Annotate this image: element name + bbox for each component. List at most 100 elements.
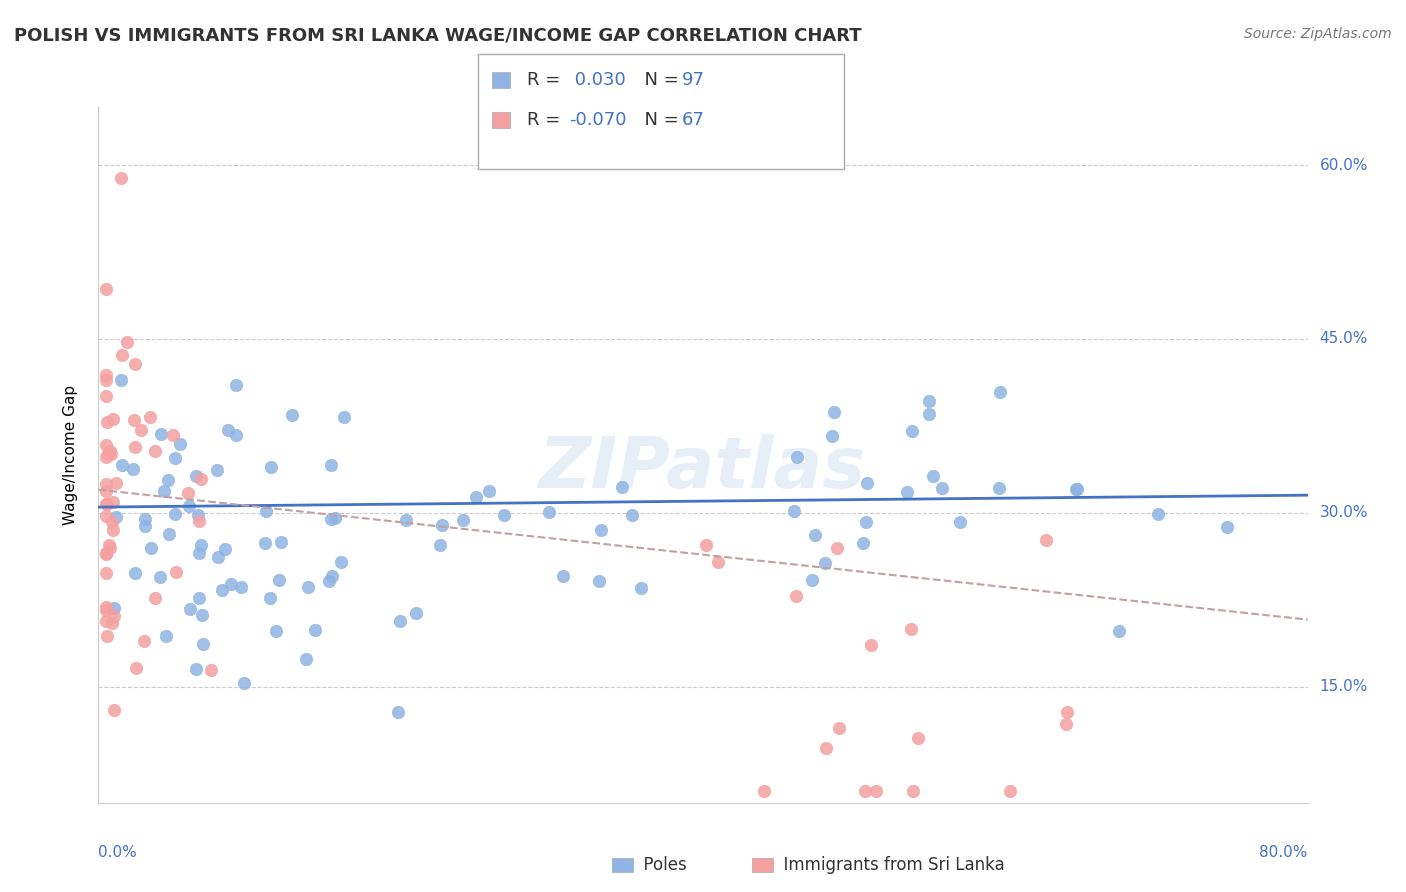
Point: [124, 440, 146, 454]
Point: [231, 580, 253, 594]
Point: [270, 534, 292, 549]
Point: [695, 537, 717, 551]
Point: [217, 423, 239, 437]
Point: [823, 405, 845, 419]
Point: [125, 660, 148, 674]
Point: [148, 569, 170, 583]
Point: [1054, 717, 1077, 731]
Point: [1056, 705, 1078, 719]
Point: [318, 574, 340, 588]
Point: [814, 556, 837, 570]
Point: [330, 555, 353, 569]
Text: POLISH VS IMMIGRANTS FROM SRI LANKA WAGE/INCOME GAP CORRELATION CHART: POLISH VS IMMIGRANTS FROM SRI LANKA WAGE…: [14, 27, 862, 45]
Text: Poles: Poles: [633, 856, 686, 874]
Point: [122, 413, 145, 427]
Point: [124, 357, 146, 371]
Point: [97, 447, 120, 461]
Point: [110, 373, 132, 387]
Text: -0.070: -0.070: [569, 112, 627, 129]
Point: [907, 731, 929, 745]
Point: [1035, 533, 1057, 547]
Point: [94, 547, 117, 561]
Point: [94, 476, 117, 491]
Point: [429, 538, 451, 552]
Point: [105, 475, 128, 490]
Point: [100, 615, 122, 630]
Point: [94, 602, 117, 616]
Point: [537, 505, 560, 519]
Text: 0.0%: 0.0%: [98, 845, 138, 860]
Point: [931, 482, 953, 496]
Point: [232, 676, 254, 690]
Point: [200, 663, 222, 677]
Point: [259, 591, 281, 606]
Point: [752, 784, 775, 798]
Point: [254, 503, 277, 517]
Point: [214, 541, 236, 556]
Point: [184, 469, 207, 483]
Point: [786, 450, 808, 464]
Point: [405, 606, 427, 620]
Point: [186, 662, 208, 676]
Point: [94, 497, 117, 511]
Point: [94, 614, 117, 628]
Text: R =: R =: [527, 71, 567, 89]
Point: [124, 566, 146, 581]
Point: [207, 549, 229, 564]
Text: 30.0%: 30.0%: [1320, 506, 1368, 520]
Point: [96, 629, 118, 643]
Point: [134, 519, 156, 533]
Point: [319, 458, 342, 473]
Point: [304, 623, 326, 637]
Point: [100, 541, 122, 555]
Point: [157, 527, 180, 541]
Point: [207, 463, 229, 477]
Text: 60.0%: 60.0%: [1320, 158, 1368, 172]
Point: [143, 591, 166, 605]
Point: [156, 473, 179, 487]
Point: [387, 705, 409, 719]
Point: [94, 282, 117, 296]
Point: [707, 555, 730, 569]
Point: [103, 524, 125, 538]
Point: [785, 589, 807, 603]
Point: [188, 514, 211, 528]
Point: [111, 348, 134, 362]
Point: [988, 384, 1011, 399]
Point: [821, 428, 844, 442]
Point: [430, 517, 453, 532]
Point: [620, 508, 643, 523]
Point: [188, 591, 211, 605]
Point: [111, 458, 134, 473]
Point: [254, 535, 277, 549]
Text: Source: ZipAtlas.com: Source: ZipAtlas.com: [1244, 27, 1392, 41]
Point: [221, 577, 243, 591]
Point: [856, 476, 879, 491]
Point: [190, 472, 212, 486]
Point: [96, 415, 118, 429]
Point: [825, 541, 848, 556]
Point: [630, 581, 652, 595]
Point: [1066, 483, 1088, 497]
Point: [1108, 624, 1130, 638]
Point: [101, 412, 124, 426]
Text: ZIPatlas: ZIPatlas: [540, 434, 866, 503]
Point: [922, 469, 945, 483]
Point: [998, 784, 1021, 798]
Point: [115, 334, 138, 349]
Point: [103, 494, 125, 508]
Point: [1066, 482, 1088, 496]
Point: [478, 484, 501, 499]
Point: [163, 450, 186, 465]
Point: [395, 513, 418, 527]
Point: [225, 378, 247, 392]
Point: [134, 512, 156, 526]
Point: [814, 740, 837, 755]
Point: [332, 409, 354, 424]
Point: [987, 481, 1010, 495]
Point: [103, 703, 125, 717]
Point: [169, 437, 191, 451]
Point: [1216, 520, 1239, 534]
Point: [94, 373, 117, 387]
Point: [211, 582, 233, 597]
